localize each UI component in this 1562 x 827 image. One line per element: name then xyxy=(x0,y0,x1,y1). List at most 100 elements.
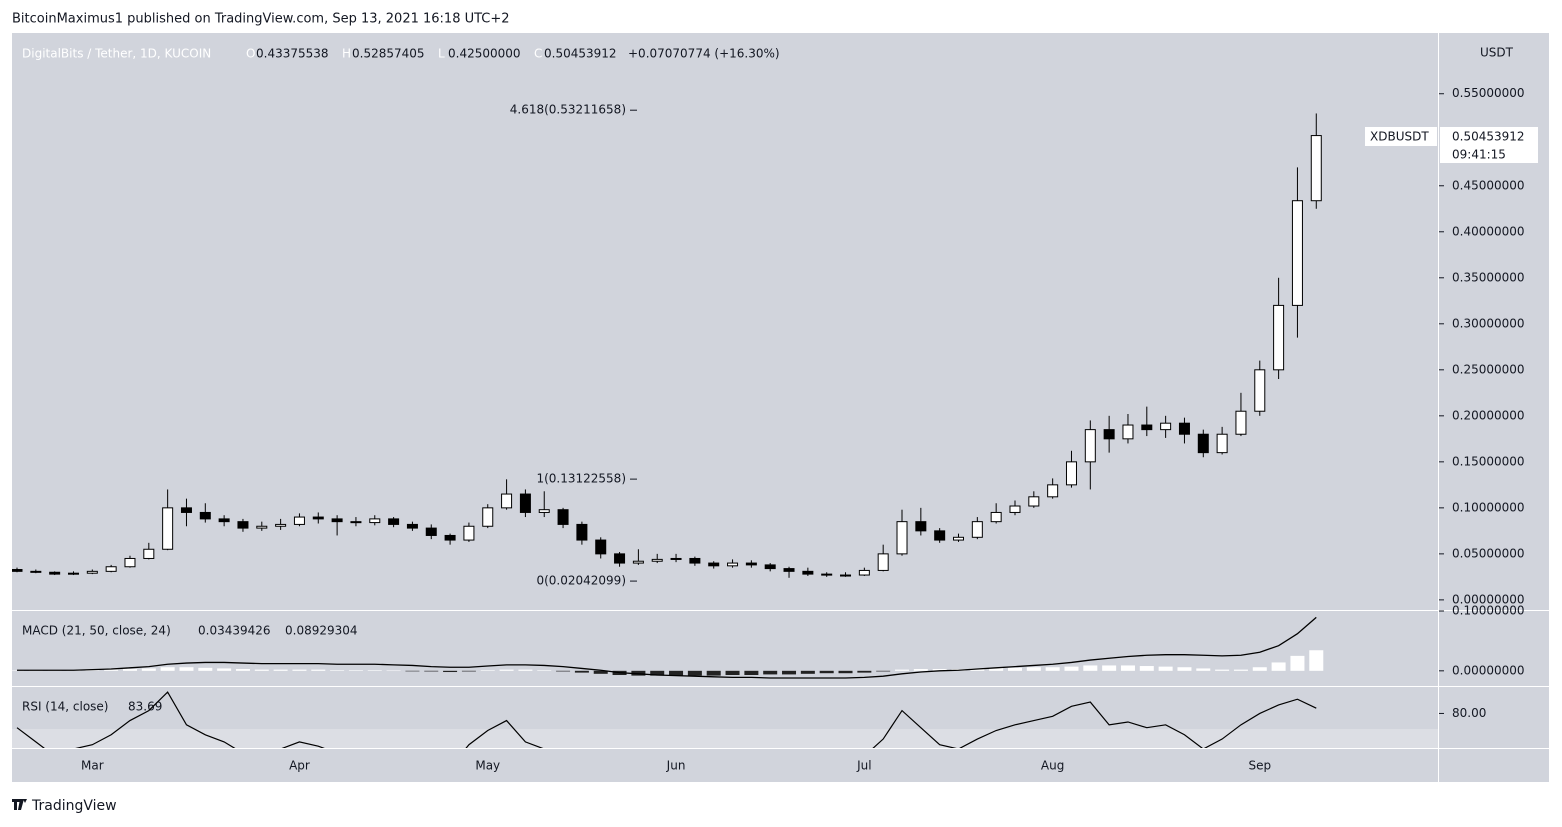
y-tick-label: 0.35000000 xyxy=(1452,270,1525,284)
candle-body xyxy=(538,509,550,513)
brand-logo xyxy=(12,799,27,810)
macd-histogram-bar xyxy=(1139,666,1154,671)
candle-body xyxy=(595,539,607,555)
macd-histogram-bar xyxy=(876,670,891,672)
candle-body xyxy=(971,521,983,538)
candle-body xyxy=(331,518,343,523)
chart-title: DigitalBits / Tether, 1D, KUCOIN xyxy=(22,47,211,61)
candle-body xyxy=(218,518,230,523)
candle-body xyxy=(708,562,720,567)
macd-histogram-bar xyxy=(744,670,759,676)
candle-body xyxy=(1216,433,1228,454)
fib-label: 4.618(0.53211658) xyxy=(510,103,626,117)
quote-key: O xyxy=(246,47,255,61)
macd-histogram-bar xyxy=(198,667,213,671)
pane xyxy=(16,691,1317,748)
macd-histogram-bar xyxy=(782,670,797,675)
macd-histogram-bar xyxy=(989,667,1004,671)
candle-body xyxy=(162,507,174,550)
x-tick-label: Sep xyxy=(1248,759,1271,773)
candle-body xyxy=(369,518,381,524)
candle-body xyxy=(821,573,833,576)
price-box xyxy=(1440,127,1538,163)
candle-body xyxy=(312,516,324,520)
macd-histogram-bar xyxy=(311,669,326,671)
candle-body xyxy=(388,518,400,525)
candle-body xyxy=(519,493,531,513)
macd-histogram-bar xyxy=(932,669,947,671)
macd-histogram-bar xyxy=(1271,662,1286,671)
macd-histogram-bar xyxy=(424,670,439,672)
macd-readout: 0.08929304 xyxy=(285,624,358,638)
rsi-line xyxy=(16,691,1317,748)
macd-histogram-bar xyxy=(104,669,119,671)
candle-body xyxy=(1160,422,1172,431)
candle-body xyxy=(501,493,513,509)
candle-body xyxy=(425,527,437,536)
macd-histogram-bar xyxy=(763,670,778,675)
candle-body xyxy=(1273,304,1285,371)
candle-body xyxy=(275,523,287,527)
pane xyxy=(12,616,1324,679)
quote-key: C xyxy=(534,47,542,61)
candle-body xyxy=(1084,429,1096,463)
candle-body xyxy=(406,523,418,529)
candle-body xyxy=(1103,429,1115,440)
candle-body xyxy=(783,568,795,572)
candle-body xyxy=(1291,200,1303,306)
macd-histogram-bar xyxy=(367,670,382,671)
candle-body xyxy=(689,557,701,564)
candle-body xyxy=(237,521,249,529)
macd-histogram-bar xyxy=(1026,667,1041,671)
macd-histogram-bar xyxy=(160,667,175,671)
macd-histogram-bar xyxy=(1120,665,1135,671)
quote-value: 0.42500000 xyxy=(448,47,521,61)
unit-label: USDT xyxy=(1480,46,1514,60)
macd-histogram-bar xyxy=(687,670,702,676)
macd-histogram-bar xyxy=(1252,667,1267,671)
macd-histogram-bar xyxy=(574,670,589,673)
candle-body xyxy=(105,566,117,572)
candle-body xyxy=(86,570,98,574)
candle-body xyxy=(858,569,870,576)
y-tick-label: 80.00 xyxy=(1452,706,1486,720)
candle-body xyxy=(1235,410,1247,435)
candle-body xyxy=(1141,424,1153,431)
last-price: 0.50453912 xyxy=(1452,130,1525,144)
y-tick-label: 0.30000000 xyxy=(1452,316,1525,330)
macd-histogram-bar xyxy=(1102,665,1117,671)
macd-histogram-bar xyxy=(913,669,928,671)
candle-body xyxy=(896,521,908,555)
candle-body xyxy=(180,507,192,513)
candle-body xyxy=(293,516,305,525)
candle-body xyxy=(632,560,644,564)
macd-histogram-bar xyxy=(895,669,910,671)
rsi-title: RSI (14, close) xyxy=(22,700,108,714)
macd-histogram-bar xyxy=(706,670,721,676)
macd-histogram-bar xyxy=(480,670,495,671)
candle-body xyxy=(915,521,927,532)
macd-histogram-bar xyxy=(838,670,853,674)
macd-histogram-bar xyxy=(1158,666,1173,671)
candle-body xyxy=(840,574,852,577)
macd-title: MACD (21, 50, close, 24) xyxy=(22,624,171,638)
candle-body xyxy=(143,548,155,559)
macd-histogram-bar xyxy=(141,668,156,671)
macd-histogram-bar xyxy=(405,670,420,672)
y-tick-label: 0.25000000 xyxy=(1452,362,1525,376)
candle-body xyxy=(990,511,1002,523)
macd-histogram-bar xyxy=(650,670,665,676)
y-tick-label: 0.00000000 xyxy=(1452,592,1525,606)
candle-body xyxy=(1065,461,1077,486)
x-tick-label: Jun xyxy=(666,759,686,773)
candle-body xyxy=(12,569,23,572)
macd-histogram-bar xyxy=(819,670,834,674)
macd-histogram-bar xyxy=(179,667,194,671)
candle-body xyxy=(1197,433,1209,454)
macd-histogram-bar xyxy=(292,669,307,671)
macd-histogram-bar xyxy=(386,670,401,672)
macd-histogram-bar xyxy=(122,669,137,671)
candle-body xyxy=(651,558,663,562)
